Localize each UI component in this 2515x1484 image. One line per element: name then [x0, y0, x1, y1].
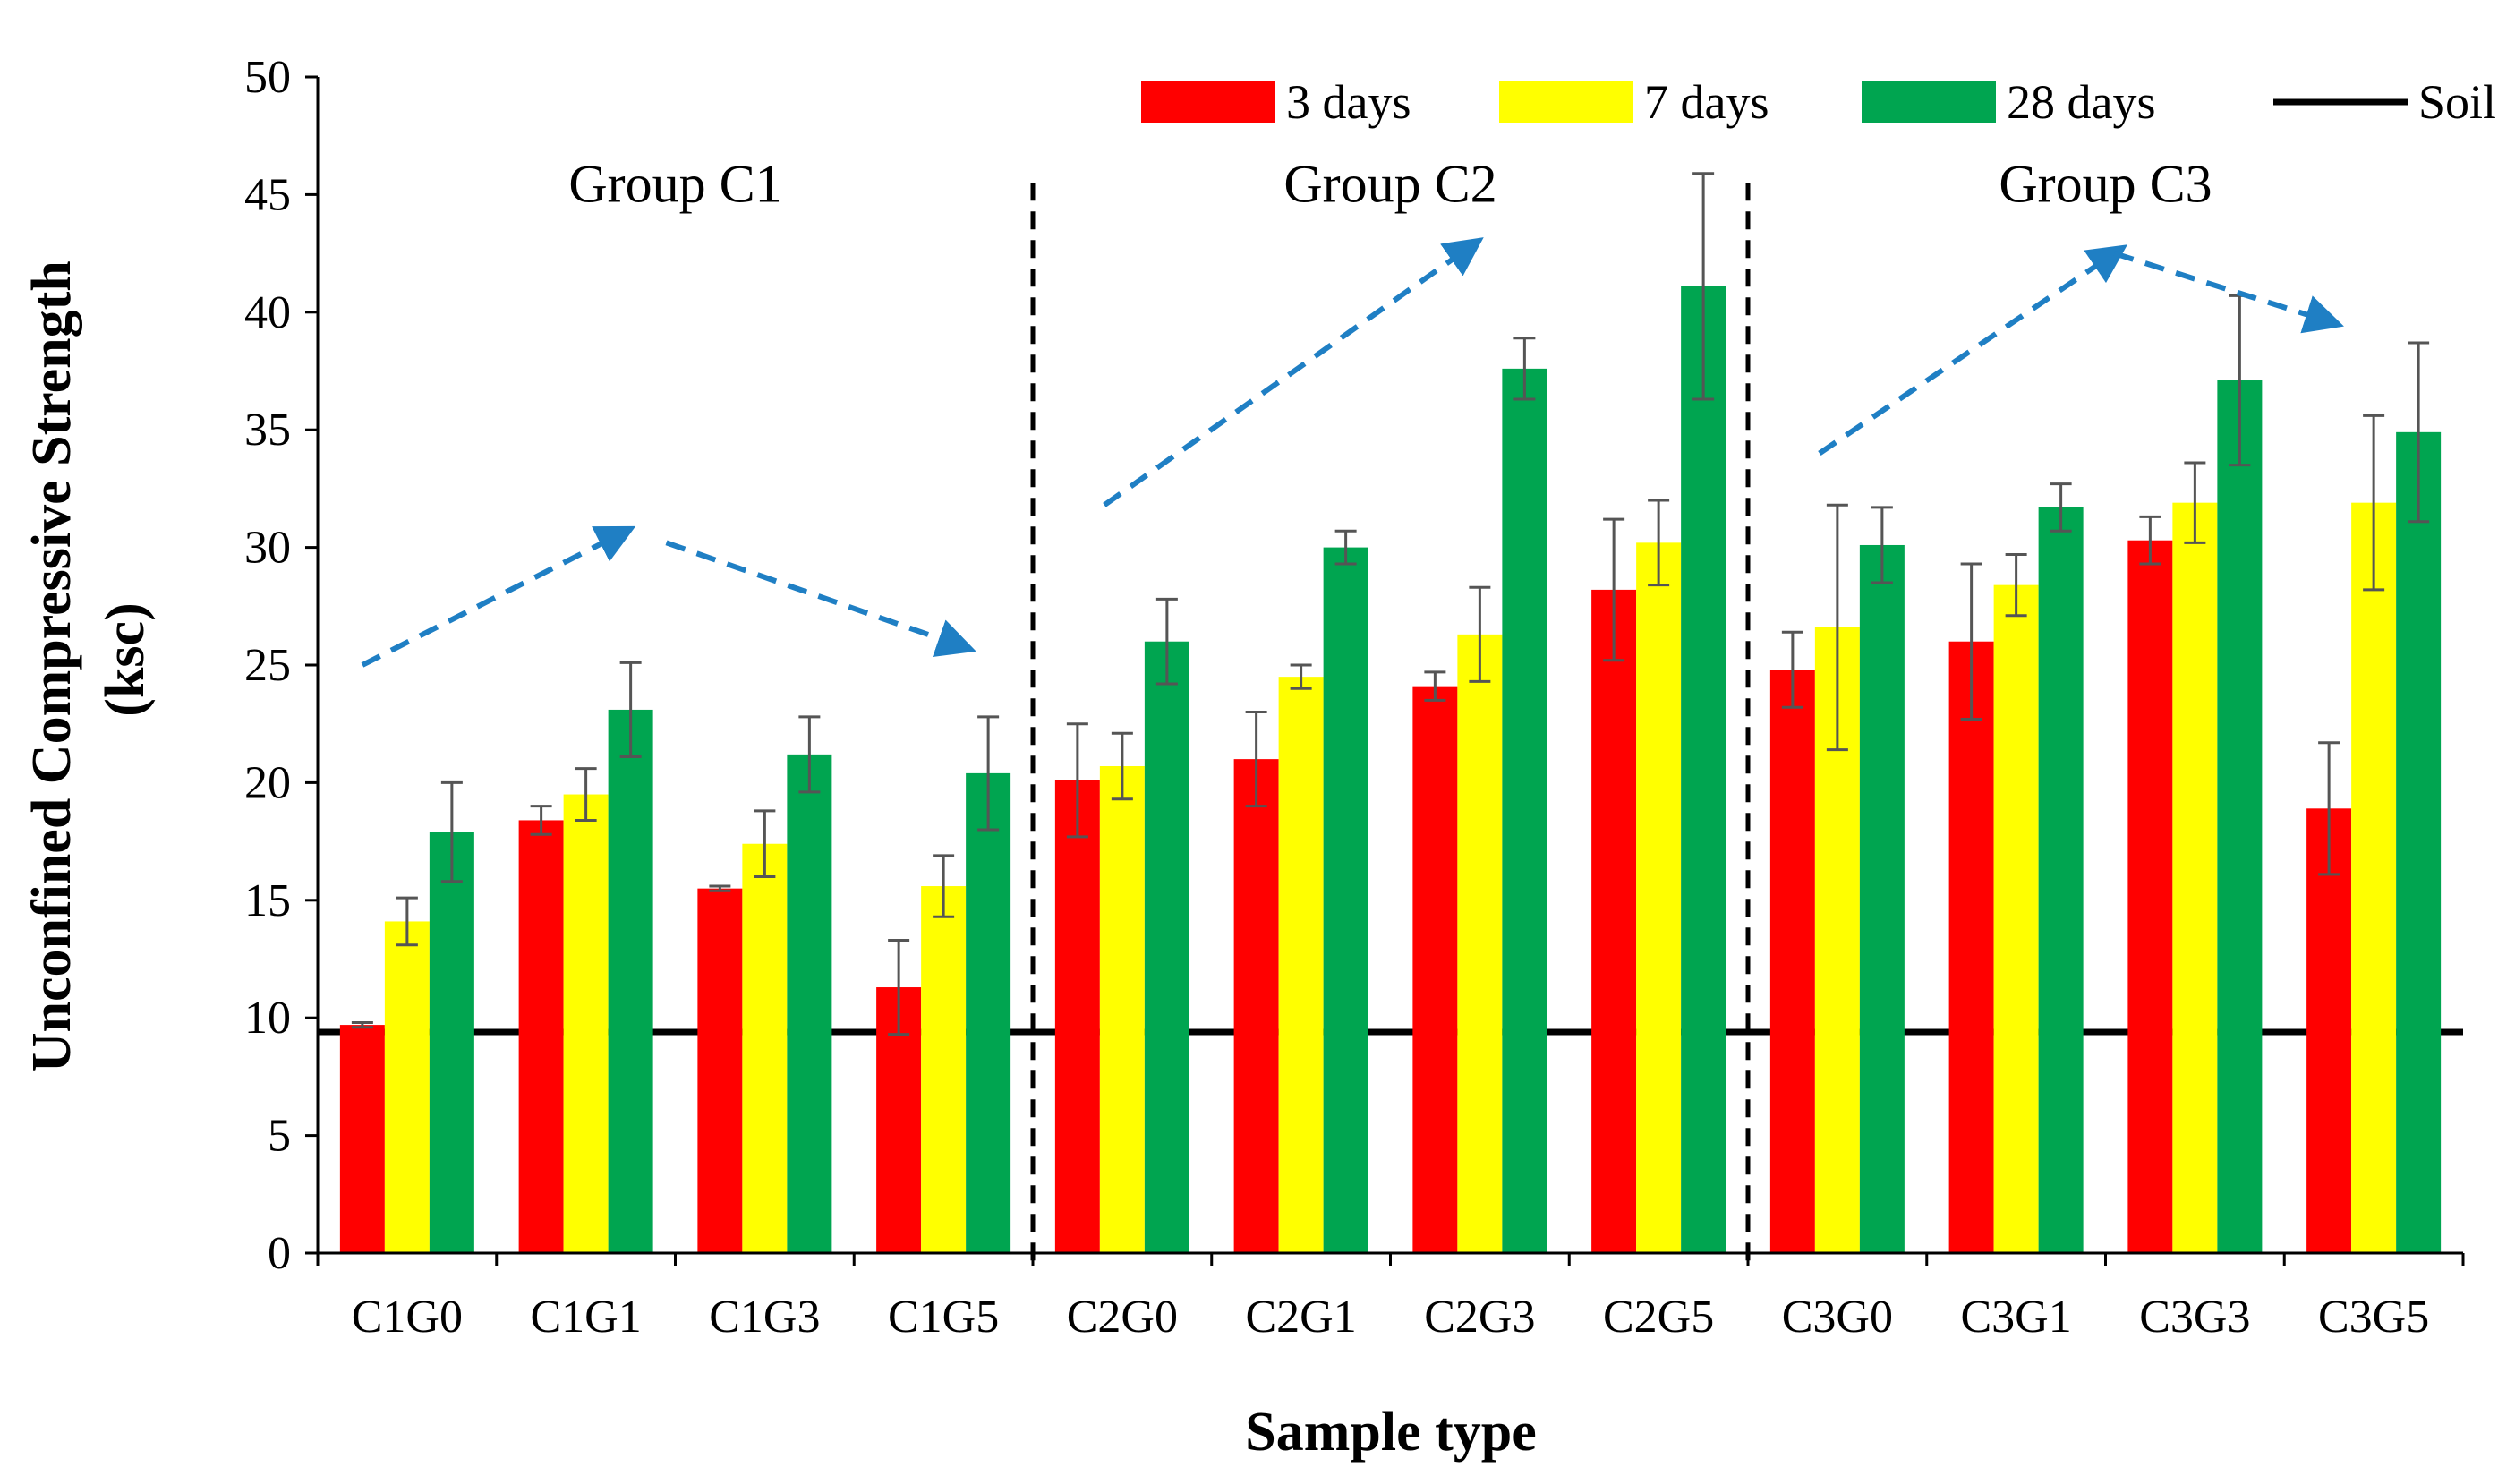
y-tick-label-10: 10	[244, 993, 291, 1044]
y-tick-label-0: 0	[268, 1228, 291, 1279]
y-tick-label-5: 5	[268, 1111, 291, 1162]
bar-C2G5-3-days	[1591, 589, 1637, 1253]
bar-C1G1-3-days	[518, 820, 564, 1253]
y-tick-label-15: 15	[244, 875, 291, 926]
bar-C1G1-7-days	[563, 794, 609, 1253]
bar-C2G5-7-days	[1636, 542, 1682, 1253]
legend-label-soil: Soil	[2418, 75, 2496, 129]
bar-C2G1-3-days	[1233, 759, 1279, 1253]
bar-C3G5-7-days	[2351, 502, 2397, 1253]
x-tick-label-C1G1: C1G1	[531, 1292, 642, 1343]
bar-C1G3-3-days	[697, 888, 743, 1253]
axes-layer: 0 5 10 15 20 25 30 35 40 45 50 C1G0 C1G1 C1G3 C1G5 C2G0…	[244, 52, 2465, 1343]
bar-C1G5-28-days	[966, 772, 1011, 1253]
y-tick-label-40: 40	[244, 287, 291, 338]
y-tick-label-45: 45	[244, 169, 291, 220]
bar-C2G3-7-days	[1457, 634, 1503, 1253]
bars-layer	[339, 286, 2442, 1254]
x-tick-label-C1G5: C1G5	[888, 1292, 999, 1343]
bar-C2G0-7-days	[1099, 766, 1145, 1253]
x-tick-label-C3G1: C3G1	[1961, 1292, 2072, 1343]
bar-C2G1-7-days	[1278, 677, 1324, 1253]
legend-swatch-28-days	[1862, 81, 1996, 123]
x-tick-label-C1G0: C1G0	[352, 1292, 463, 1343]
bar-C1G0-28-days	[429, 832, 474, 1253]
bar-C3G5-3-days	[2306, 808, 2352, 1253]
bar-C3G3-3-days	[2127, 540, 2173, 1253]
y-axis-title: Unconfined Compressive Strength (ksc)	[21, 247, 156, 1073]
bar-C2G0-28-days	[1144, 641, 1189, 1253]
group-label-group-c3: Group C3	[1999, 154, 2212, 213]
x-tick-label-C2G0: C2G0	[1067, 1292, 1178, 1343]
y-axis-title-line-1: Unconfined Compressive Strength	[21, 260, 82, 1072]
x-axis-title: Sample type	[1245, 1402, 1537, 1463]
bar-C2G5-28-days	[1681, 286, 1726, 1254]
legend-label-28-days: 28 days	[2007, 75, 2155, 129]
error-bars-layer	[351, 172, 2430, 1036]
legend-label-7-days: 7 days	[1644, 75, 1769, 129]
bar-C1G1-28-days	[608, 709, 653, 1253]
trend-arrow-2	[665, 540, 976, 657]
trend-arrow-5	[2113, 251, 2344, 334]
x-tick-label-C3G0: C3G0	[1782, 1292, 1893, 1343]
bar-C2G3-28-days	[1502, 368, 1547, 1253]
group-label-group-c1: Group C1	[568, 154, 781, 213]
legend-swatch-3-days	[1141, 81, 1275, 123]
trend-arrow-4	[1818, 244, 2128, 456]
bar-C1G0-3-days	[339, 1025, 385, 1253]
bar-C3G0-3-days	[1769, 670, 1815, 1253]
y-tick-label-50: 50	[244, 52, 291, 103]
y-axis-title-line-2: (ksc)	[95, 602, 156, 716]
y-tick-label-35: 35	[244, 405, 291, 456]
bar-C3G0-28-days	[1859, 544, 1905, 1253]
trend-arrow-3	[1103, 237, 1484, 507]
legend-label-3-days: 3 days	[1286, 75, 1411, 129]
bar-C3G1-28-days	[2038, 507, 2084, 1253]
x-tick-label-C2G3: C2G3	[1424, 1292, 1535, 1343]
bar-C2G0-3-days	[1054, 780, 1100, 1253]
bar-C3G3-7-days	[2172, 502, 2218, 1253]
bar-C1G3-28-days	[787, 754, 832, 1253]
bar-C1G0-7-days	[384, 921, 430, 1253]
x-tick-label-C2G1: C2G1	[1246, 1292, 1357, 1343]
trend-arrow-1	[361, 525, 636, 668]
x-tick-label-C3G3: C3G3	[2139, 1292, 2250, 1343]
bar-C1G5-7-days	[921, 886, 967, 1253]
y-tick-label-30: 30	[244, 523, 291, 574]
bar-C3G5-28-days	[2396, 431, 2442, 1253]
legend: 3 days 7 days 28 days Soil	[1141, 75, 2496, 129]
bar-C3G1-7-days	[1993, 584, 2039, 1253]
group-labels-layer: Group C1 Group C2 Group C3	[568, 154, 2212, 213]
bar-C2G1-28-days	[1323, 547, 1368, 1253]
group-dividers-layer	[1030, 183, 1751, 1262]
legend-swatch-7-days	[1499, 81, 1633, 123]
bar-C3G1-3-days	[1948, 641, 1994, 1253]
trend-arrows-layer	[361, 237, 2344, 668]
y-tick-label-20: 20	[244, 757, 291, 808]
bar-C3G3-28-days	[2217, 380, 2263, 1254]
bar-C2G3-3-days	[1412, 686, 1458, 1253]
y-tick-label-25: 25	[244, 640, 291, 691]
x-tick-label-C2G5: C2G5	[1603, 1292, 1714, 1343]
group-label-group-c2: Group C2	[1283, 154, 1496, 213]
x-tick-label-C1G3: C1G3	[709, 1292, 820, 1343]
x-tick-label-C3G5: C3G5	[2318, 1292, 2429, 1343]
bar-C1G3-7-days	[742, 843, 788, 1253]
